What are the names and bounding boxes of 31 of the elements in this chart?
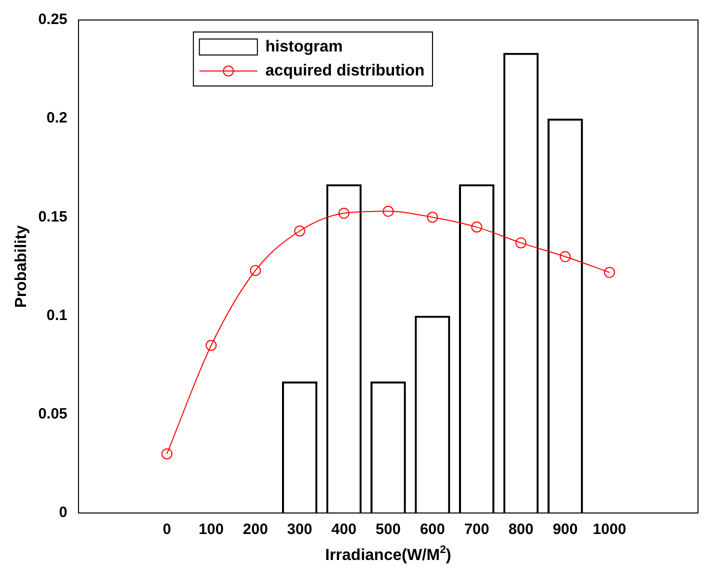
- x-tick-label: 700: [464, 521, 490, 538]
- x-tick-label: 900: [552, 521, 578, 538]
- y-tick-label: 0.2: [46, 110, 68, 127]
- x-tick-label: 200: [242, 521, 268, 538]
- y-tick-label: 0.05: [38, 406, 68, 423]
- legend-label: acquired distribution: [265, 62, 425, 80]
- y-axis-title: Probability: [13, 225, 30, 308]
- point: [294, 226, 306, 237]
- x-tick-label: 300: [287, 521, 312, 538]
- x-tick-label: 500: [376, 521, 401, 538]
- x-tick-label: 0: [162, 521, 172, 538]
- x-tick-label: 100: [198, 521, 224, 538]
- point: [560, 251, 571, 262]
- x-tick-label: 600: [420, 521, 445, 538]
- point: [426, 212, 438, 223]
- point: [604, 266, 615, 278]
- legend-label: histogram: [265, 38, 343, 56]
- point: [161, 448, 172, 460]
- x-tick-label: 1000: [592, 521, 626, 538]
- point: [206, 340, 217, 351]
- y-tick-label: 0: [59, 504, 68, 522]
- y-tick-label: 0.25: [38, 11, 68, 28]
- point: [338, 208, 350, 219]
- y-tick-label: 0.15: [38, 208, 68, 226]
- x-tick-label: 400: [331, 521, 356, 538]
- point: [471, 222, 482, 233]
- point: [515, 237, 526, 248]
- y-tick-label: 0.1: [46, 306, 68, 324]
- point: [382, 206, 394, 217]
- point: [250, 264, 261, 276]
- x-tick-label: 800: [508, 521, 534, 538]
